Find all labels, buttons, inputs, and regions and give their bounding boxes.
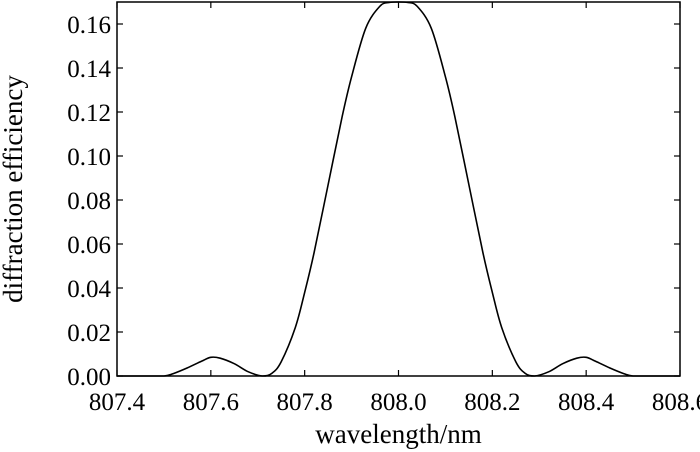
x-tick-label: 808.6 — [652, 389, 700, 416]
x-tick-label: 808.4 — [558, 389, 615, 416]
x-tick-label: 807.4 — [89, 389, 146, 416]
x-tick-label: 808.2 — [464, 389, 520, 416]
y-tick-label: 0.00 — [67, 364, 111, 391]
y-axis-label: diffraction efficiency — [0, 75, 28, 303]
y-tick-label: 0.10 — [67, 144, 111, 171]
y-tick-label: 0.16 — [67, 12, 111, 39]
y-tick-label: 0.12 — [67, 100, 111, 127]
x-tick-label: 807.6 — [183, 389, 239, 416]
series-line-diffraction-efficiency — [117, 1, 680, 377]
y-tick-label: 0.02 — [67, 320, 111, 347]
plot-frame — [116, 1, 681, 377]
x-tick-label: 807.8 — [277, 389, 333, 416]
y-tick-label: 0.14 — [67, 56, 111, 83]
y-tick-label: 0.04 — [67, 276, 111, 303]
x-axis-label: wavelength/nm — [315, 419, 481, 449]
y-tick-label: 0.08 — [67, 188, 111, 215]
x-axis-ticks: 807.4 807.6 807.8 808.0 808.2 808.4 808.6 — [89, 2, 700, 416]
x-tick-label: 808.0 — [370, 389, 426, 416]
y-tick-label: 0.06 — [67, 232, 111, 259]
y-axis-ticks: 0.00 0.02 0.04 0.06 0.08 0.10 0.12 0.14 0.16 — [67, 12, 680, 391]
